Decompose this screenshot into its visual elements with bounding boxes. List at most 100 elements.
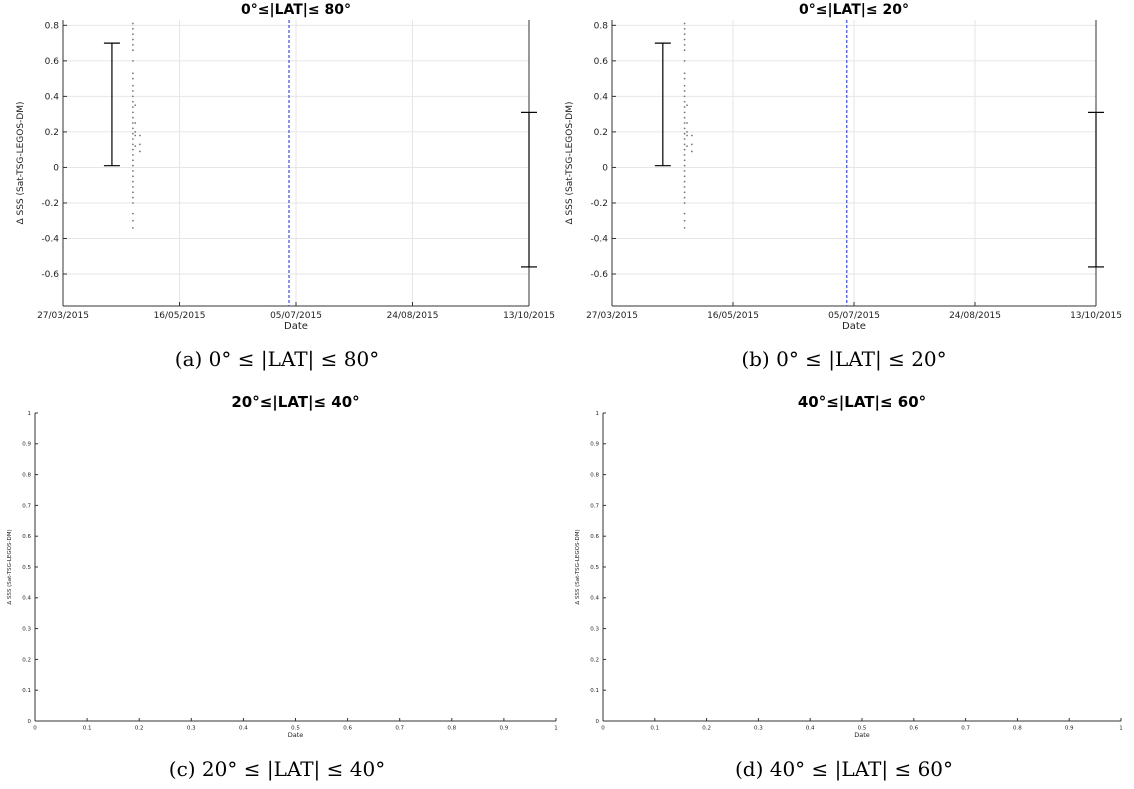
x-tick-label-a-0: 27/03/2015: [37, 311, 89, 321]
y-tick-label-c-8: 0.8: [22, 473, 31, 479]
x-axis-label-d: Date: [854, 731, 870, 739]
data-point-b-8: [683, 77, 686, 80]
data-point-a-36: [134, 122, 137, 124]
y-tick-label-b-4: 0.2: [594, 128, 608, 138]
x-tick-label-a-1: 16/05/2015: [154, 311, 206, 321]
data-point-a-23: [132, 159, 134, 162]
data-point-b-22: [683, 154, 686, 156]
data-point-a-17: [132, 127, 134, 130]
data-point-a-18: [132, 132, 134, 135]
y-tick-label-b-1: -0.4: [590, 235, 608, 245]
data-point-b-27: [683, 180, 686, 183]
y-tick-label-a-3: 0: [53, 164, 59, 174]
x-tick-label-d-6: 0.6: [909, 726, 918, 732]
y-axis-label-b: Δ SSS (Sat-TSG-LEGOS-DM): [565, 101, 575, 224]
data-point-b-23: [683, 159, 686, 162]
y-tick-label-d-6: 0.6: [590, 534, 599, 540]
data-point-a-34: [132, 226, 134, 229]
data-point-b-5: [683, 49, 686, 52]
x-tick-label-d-5: 0.5: [858, 726, 867, 732]
data-point-a-41: [138, 143, 141, 146]
data-point-a-42: [138, 150, 141, 153]
data-point-b-32: [683, 212, 686, 215]
chart-title-c: 20°≤|LAT|≤ 40°: [231, 393, 359, 412]
y-tick-label-d-1: 0.1: [590, 688, 599, 694]
x-tick-label-b-4: 13/10/2015: [1070, 311, 1122, 321]
data-point-a-21: [132, 148, 134, 151]
data-point-b-17: [683, 127, 686, 130]
data-point-b-20: [683, 143, 686, 146]
data-point-a-3: [132, 38, 134, 41]
x-axis-label-c: Date: [288, 731, 304, 739]
y-tick-label-c-4: 0.4: [22, 596, 31, 602]
x-tick-label-a-4: 13/10/2015: [503, 311, 555, 321]
y-tick-label-d-7: 0.7: [590, 503, 599, 509]
data-point-a-5: [132, 49, 134, 52]
data-point-a-25: [132, 170, 134, 172]
data-point-a-10: [132, 90, 134, 92]
x-tick-label-a-3: 24/08/2015: [387, 311, 439, 321]
data-point-a-28: [132, 186, 134, 188]
y-tick-label-a-0: -0.6: [41, 270, 59, 280]
x-tick-label-c-1: 0.1: [83, 726, 92, 732]
data-point-a-6: [132, 59, 134, 62]
y-tick-label-c-3: 0.3: [22, 627, 31, 633]
y-tick-label-c-2: 0.2: [22, 657, 31, 663]
data-point-b-21: [683, 148, 686, 151]
data-point-b-11: [683, 95, 686, 98]
data-point-b-38: [686, 134, 688, 137]
y-tick-label-a-6: 0.6: [45, 57, 60, 67]
y-tick-label-b-2: -0.2: [590, 199, 608, 209]
y-tick-label-b-6: 0.6: [594, 57, 609, 67]
x-tick-label-b-3: 24/08/2015: [949, 311, 1001, 321]
caption-b: (b) 0° ≤ |LAT| ≤ 20°: [741, 347, 947, 371]
x-tick-label-d-3: 0.3: [754, 726, 763, 732]
x-tick-label-d-0: 0: [601, 726, 605, 732]
caption-a: (a) 0° ≤ |LAT| ≤ 80°: [174, 347, 380, 371]
data-point-b-7: [683, 72, 686, 75]
data-point-b-18: [683, 132, 686, 135]
y-tick-label-b-5: 0.4: [594, 93, 609, 103]
data-point-b-30: [683, 196, 686, 199]
y-tick-label-a-4: 0.2: [45, 128, 59, 138]
data-point-a-4: [132, 43, 134, 46]
x-tick-label-c-7: 0.7: [395, 726, 404, 732]
x-tick-label-c-8: 0.8: [447, 726, 456, 732]
data-point-a-35: [134, 104, 137, 107]
y-tick-label-a-5: 0.4: [45, 93, 60, 103]
x-tick-label-c-0: 0: [33, 726, 37, 732]
data-point-b-35: [686, 104, 688, 107]
data-point-b-15: [683, 116, 686, 119]
data-point-b-42: [690, 150, 693, 153]
caption-d: (d) 40° ≤ |LAT| ≤ 60°: [734, 757, 954, 781]
data-point-a-20: [132, 143, 134, 146]
data-point-b-28: [683, 186, 686, 188]
data-point-b-41: [690, 143, 693, 146]
data-point-b-1: [683, 27, 686, 30]
y-tick-label-b-3: 0: [602, 164, 608, 174]
caption-c: (c) 20° ≤ |LAT| ≤ 40°: [168, 757, 386, 781]
x-tick-label-d-8: 0.8: [1013, 726, 1022, 732]
y-tick-label-d-9: 0.9: [590, 442, 599, 448]
data-point-a-33: [132, 219, 134, 222]
x-tick-label-b-0: 27/03/2015: [586, 311, 638, 321]
y-tick-label-d-2: 0.2: [590, 657, 599, 663]
y-tick-label-a-2: -0.2: [41, 199, 59, 209]
x-tick-label-c-6: 0.6: [343, 726, 352, 732]
y-tick-label-d-10: 1: [596, 411, 600, 417]
data-point-b-37: [686, 131, 688, 133]
data-point-a-27: [132, 180, 134, 183]
data-point-b-26: [683, 175, 686, 178]
data-point-a-16: [132, 122, 134, 124]
y-tick-label-c-1: 0.1: [22, 688, 31, 694]
x-tick-label-c-2: 0.2: [135, 726, 144, 732]
data-point-a-13: [132, 106, 134, 108]
data-point-a-15: [132, 116, 134, 119]
x-tick-label-c-5: 0.5: [291, 726, 300, 732]
y-tick-label-c-5: 0.5: [22, 565, 31, 571]
x-tick-label-b-2: 05/07/2015: [828, 311, 880, 321]
y-tick-label-b-7: 0.8: [594, 21, 609, 31]
data-point-a-7: [132, 72, 134, 75]
data-point-a-1: [132, 27, 134, 30]
